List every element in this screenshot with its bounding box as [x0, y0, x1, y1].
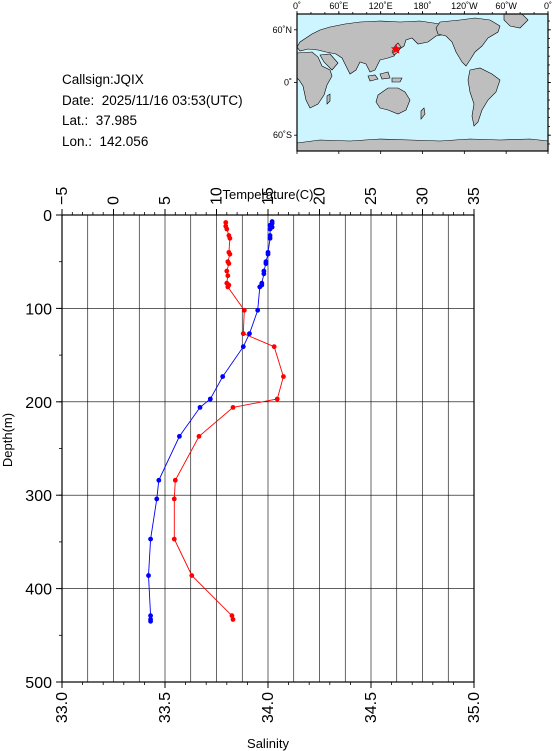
depth-tick-label: 100: [25, 301, 52, 318]
callsign-text: Callsign:JQIX: [62, 72, 144, 87]
map-labels: 0˚ 60˚E 120˚E 180˚ 120˚W 60˚W 0˚ 60˚N 0˚ 60˚S: [272, 1, 552, 140]
depth-tick-label: 400: [25, 582, 52, 599]
salinity-data-point: [240, 344, 246, 350]
chart-grid: [61, 214, 475, 683]
temperature-data-point: [226, 249, 232, 255]
salinity-data-point: [269, 219, 275, 224]
longitude-text: Lon.: 142.056: [62, 133, 149, 149]
salinity-profile-line: [148, 221, 273, 622]
depth-axis-title: Depth(m): [0, 413, 15, 467]
world-map: 0˚ 60˚E 120˚E 180˚ 120˚W 60˚W 0˚ 60˚N 0˚ 60˚S: [272, 1, 552, 154]
temperature-data-point: [271, 344, 277, 350]
map-ticks: [294, 11, 551, 154]
temperature-data-point: [227, 251, 233, 257]
depth-tick-label: 500: [25, 675, 52, 692]
chart-series: [146, 219, 286, 624]
axis-ticks: [56, 209, 475, 688]
temperature-data-point: [240, 331, 246, 337]
temperature-data-point: [274, 396, 280, 402]
temperature-data-point: [223, 220, 229, 225]
salinity-data-point: [265, 249, 271, 255]
station-marker-icon: [390, 43, 402, 54]
salinity-data-point: [148, 618, 153, 624]
salinity-data-point: [267, 226, 273, 232]
salinity-data-point: [148, 613, 153, 619]
map-lon-label: 60˚W: [495, 1, 517, 11]
temperature-data-point: [226, 233, 232, 238]
temperature-data-point: [229, 613, 235, 619]
map-lat-label: 60˚S: [273, 130, 292, 140]
temperature-data-point: [224, 280, 230, 286]
salinity-data-point: [247, 331, 252, 337]
map-lon-label: 60˚E: [329, 1, 348, 11]
salinity-tick-label: 35.0: [466, 692, 483, 723]
map-lon-label: 120˚E: [369, 1, 393, 11]
salinity-data-point: [263, 261, 269, 266]
map-lon-label: 0˚: [544, 1, 552, 11]
salinity-data-point: [265, 251, 271, 257]
map-lon-label: 0˚: [293, 1, 301, 11]
map-lat-label: 60˚N: [272, 25, 292, 35]
salinity-tick-label: 34.5: [363, 692, 380, 723]
salinity-data-point: [269, 221, 275, 226]
salinity-data-point: [267, 235, 273, 241]
salinity-data-point: [261, 268, 267, 274]
salinity-data-point: [177, 433, 182, 439]
salinity-data-point: [269, 224, 275, 230]
temperature-data-point: [171, 496, 177, 502]
temperature-data-point: [196, 433, 202, 439]
salinity-data-point: [207, 396, 213, 402]
salinity-tick-label: 34.0: [260, 692, 277, 723]
temperature-data-point: [230, 405, 236, 410]
temperature-profile-line: [173, 222, 284, 620]
salinity-data-point: [156, 477, 162, 483]
plot-frame: [61, 214, 475, 683]
map-land: [296, 13, 549, 152]
salinity-data-point: [197, 405, 203, 410]
depth-tick-label: 200: [25, 395, 52, 412]
map-lat-label: 0˚: [284, 78, 292, 88]
temperature-data-point: [230, 617, 236, 622]
temperature-data-point: [226, 282, 232, 288]
salinity-data-point: [267, 233, 273, 238]
salinity-data-point: [148, 617, 153, 622]
salinity-data-point: [154, 496, 160, 502]
salinity-data-point: [257, 284, 263, 290]
salinity-data-point: [259, 282, 265, 288]
temperature-data-point: [241, 307, 247, 313]
temperature-data-point: [281, 374, 286, 379]
temperature-data-point: [227, 235, 233, 241]
temperature-data-point: [223, 223, 229, 229]
salinity-data-point: [146, 573, 151, 578]
station-info: Callsign:JQIX Date: 2025/11/16 03:53(UTC…: [62, 70, 243, 152]
salinity-tick-label: 33.0: [54, 692, 71, 723]
salinity-data-point: [148, 536, 153, 542]
temperature-data-point: [225, 273, 231, 279]
temperature-data-point: [226, 261, 232, 266]
salinity-tick-label: 33.5: [157, 692, 174, 723]
temperature-data-point: [225, 284, 231, 290]
salinity-axis-title: Salinity: [247, 736, 289, 751]
salinity-data-point: [255, 307, 261, 313]
salinity-data-point: [220, 374, 226, 379]
depth-tick-label: 0: [43, 208, 52, 225]
temperature-data-point: [224, 268, 230, 274]
salinity-data-point: [259, 280, 265, 286]
temperature-data-point: [171, 536, 177, 542]
temperature-data-point: [225, 259, 231, 265]
temperature-data-point: [189, 573, 195, 578]
salinity-data-point: [267, 222, 273, 228]
star-icon: [390, 43, 402, 54]
temperature-data-point: [172, 477, 178, 483]
depth-tick-label: 300: [25, 488, 52, 505]
latitude-text: Lat.: 37.985: [62, 113, 138, 128]
date-text: Date: 2025/11/16 03:53(UTC): [62, 92, 243, 108]
temperature-data-point: [224, 226, 230, 232]
salinity-data-point: [263, 259, 269, 265]
salinity-data-point: [261, 271, 267, 277]
map-lon-label: 120˚W: [451, 1, 478, 11]
map-lon-label: 180˚: [413, 1, 431, 11]
